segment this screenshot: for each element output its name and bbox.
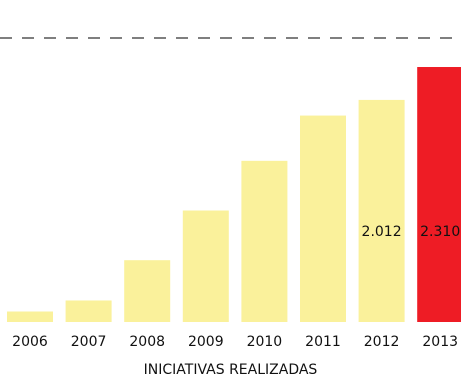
x-tick-labels: 2006 2007 2008 2009 2010 2011 2012 2013 [12, 334, 458, 350]
bar-2007 [65, 300, 112, 322]
bar-2012 [358, 99, 405, 322]
bar-2006 [7, 311, 53, 322]
x-tick-label-2011: 2011 [305, 334, 341, 350]
x-tick-label-2007: 2007 [71, 334, 107, 350]
x-tick-label-2013: 2013 [422, 334, 458, 350]
x-tick-label-2012: 2012 [364, 334, 400, 350]
x-tick-label-2008: 2008 [129, 334, 165, 350]
x-tick-label-2010: 2010 [247, 334, 283, 350]
data-label-2013: 2.310 [420, 224, 460, 240]
data-label-2012: 2.012 [362, 224, 402, 240]
x-tick-label-2006: 2006 [12, 334, 48, 350]
bar-2011 [300, 115, 346, 322]
bars-group [7, 67, 461, 322]
data-labels: 2.012 2.310 [362, 224, 461, 240]
x-axis-label: INICIATIVAS REALIZADAS [143, 362, 318, 378]
x-tick-label-2009: 2009 [188, 334, 224, 350]
bar-2010 [241, 160, 288, 322]
bar-2008 [124, 260, 171, 322]
bar-2013 [417, 67, 461, 322]
bar-2009 [182, 210, 229, 322]
